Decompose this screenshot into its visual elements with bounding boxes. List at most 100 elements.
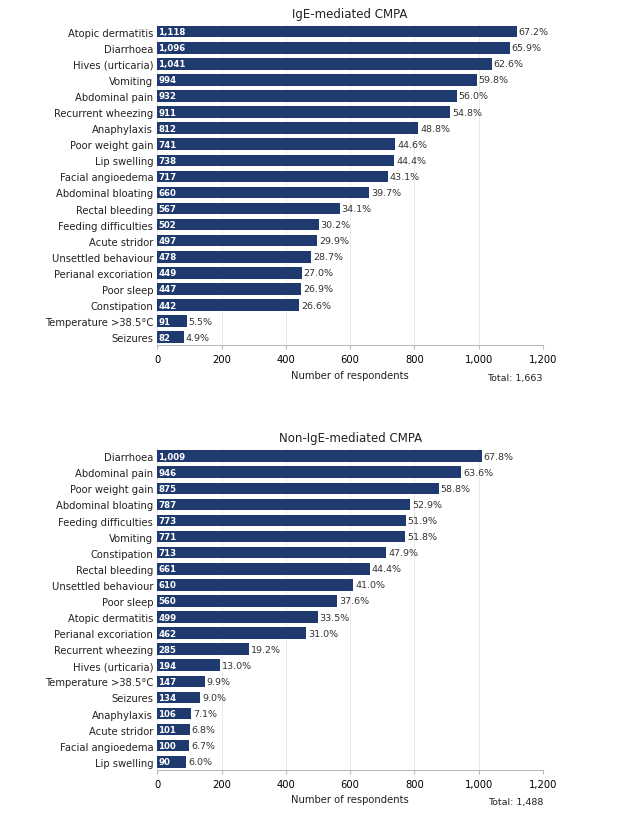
Text: 462: 462 — [159, 629, 176, 638]
Bar — [157, 644, 249, 655]
Text: 65.9%: 65.9% — [511, 44, 542, 53]
Text: 6.8%: 6.8% — [192, 725, 216, 734]
Text: 194: 194 — [159, 661, 176, 670]
Bar — [157, 547, 386, 559]
X-axis label: Number of respondents: Number of respondents — [291, 370, 409, 380]
Text: 738: 738 — [159, 156, 176, 165]
Text: 812: 812 — [159, 124, 176, 133]
Text: 44.6%: 44.6% — [397, 141, 428, 150]
Text: 1,096: 1,096 — [159, 44, 186, 53]
Text: 58.8%: 58.8% — [441, 484, 470, 493]
Text: 51.8%: 51.8% — [407, 532, 437, 541]
Bar — [157, 332, 184, 343]
Text: 48.8%: 48.8% — [420, 124, 450, 133]
Text: 27.0%: 27.0% — [304, 269, 334, 278]
Text: 51.9%: 51.9% — [408, 517, 437, 526]
Text: 449: 449 — [159, 269, 176, 278]
Text: 771: 771 — [159, 532, 176, 541]
Text: Total: 1,663: Total: 1,663 — [487, 373, 543, 382]
Text: 91: 91 — [159, 317, 170, 326]
X-axis label: Number of respondents: Number of respondents — [291, 794, 409, 804]
Bar — [157, 107, 450, 119]
Bar — [157, 251, 311, 263]
Text: 44.4%: 44.4% — [396, 156, 426, 165]
Text: 285: 285 — [159, 645, 176, 654]
Text: 90: 90 — [159, 758, 170, 767]
Text: 26.9%: 26.9% — [303, 285, 333, 294]
Text: 1,118: 1,118 — [159, 28, 186, 37]
Bar — [157, 203, 339, 215]
Bar — [157, 579, 354, 591]
Text: 62.6%: 62.6% — [494, 61, 524, 70]
Bar — [157, 236, 317, 247]
Bar — [157, 467, 462, 478]
Text: 9.0%: 9.0% — [202, 693, 226, 702]
Text: 478: 478 — [159, 253, 176, 262]
Text: 499: 499 — [159, 613, 176, 622]
Bar — [157, 515, 406, 527]
Text: 19.2%: 19.2% — [251, 645, 281, 654]
Text: 560: 560 — [159, 597, 176, 606]
Bar — [157, 284, 301, 296]
Text: 52.9%: 52.9% — [412, 500, 442, 509]
Bar — [157, 740, 189, 752]
Text: 37.6%: 37.6% — [339, 597, 370, 606]
Text: 447: 447 — [159, 285, 176, 294]
Text: 442: 442 — [159, 301, 176, 310]
Bar — [157, 659, 220, 672]
Bar — [157, 188, 370, 199]
Text: 101: 101 — [159, 725, 176, 734]
Bar — [157, 563, 370, 575]
Bar — [157, 171, 387, 183]
Text: 31.0%: 31.0% — [308, 629, 338, 638]
Text: 13.0%: 13.0% — [222, 661, 252, 670]
Bar — [157, 91, 457, 102]
Text: 106: 106 — [159, 709, 176, 718]
Bar — [157, 43, 510, 54]
Text: 47.9%: 47.9% — [388, 549, 418, 558]
Text: 34.1%: 34.1% — [341, 205, 371, 214]
Text: 787: 787 — [159, 500, 176, 509]
Bar — [157, 724, 190, 735]
Text: 875: 875 — [159, 484, 176, 493]
Text: 6.0%: 6.0% — [188, 758, 212, 767]
Text: 6.7%: 6.7% — [191, 741, 215, 750]
Text: 28.7%: 28.7% — [313, 253, 343, 262]
Text: 994: 994 — [159, 76, 176, 85]
Text: 1,009: 1,009 — [159, 452, 186, 461]
Text: 59.8%: 59.8% — [479, 76, 508, 85]
Bar — [157, 451, 482, 463]
Text: 67.2%: 67.2% — [518, 28, 549, 37]
Bar — [157, 676, 205, 687]
Text: 717: 717 — [159, 173, 176, 182]
Text: 54.8%: 54.8% — [452, 108, 482, 117]
Bar — [157, 499, 410, 510]
Bar — [157, 27, 516, 38]
Text: 30.2%: 30.2% — [321, 221, 350, 230]
Bar — [157, 532, 405, 543]
Text: 610: 610 — [159, 581, 176, 590]
Text: 4.9%: 4.9% — [186, 333, 210, 342]
Text: 932: 932 — [159, 93, 176, 102]
Text: 567: 567 — [159, 205, 176, 214]
Text: 39.7%: 39.7% — [371, 188, 402, 197]
Bar — [157, 139, 395, 151]
Bar — [157, 756, 186, 767]
Text: 41.0%: 41.0% — [355, 581, 385, 590]
Text: 100: 100 — [159, 741, 176, 750]
Text: 56.0%: 56.0% — [459, 93, 489, 102]
Text: Total: 1,488: Total: 1,488 — [487, 797, 543, 806]
Bar — [157, 219, 318, 231]
Bar — [157, 268, 302, 279]
Text: 82: 82 — [159, 333, 170, 342]
Text: 1,041: 1,041 — [159, 61, 186, 70]
Text: 660: 660 — [159, 188, 176, 197]
Bar — [157, 59, 492, 70]
Bar — [157, 612, 318, 623]
Text: 134: 134 — [159, 693, 176, 702]
Text: 26.6%: 26.6% — [301, 301, 331, 310]
Bar — [157, 156, 394, 167]
Text: 497: 497 — [159, 237, 176, 246]
Text: 502: 502 — [159, 221, 176, 230]
Bar — [157, 316, 186, 328]
